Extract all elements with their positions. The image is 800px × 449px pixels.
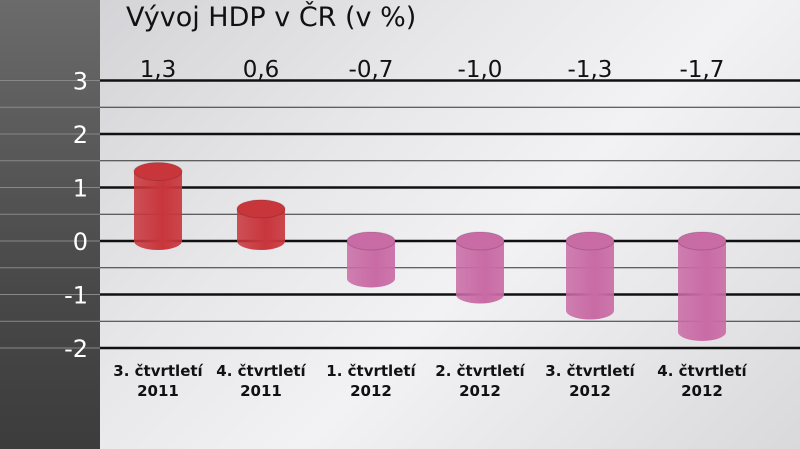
bar <box>237 208 285 250</box>
data-label: -1,0 <box>458 57 503 83</box>
data-label: 1,3 <box>140 57 177 83</box>
x-tick-label: 4. čtvrtletí <box>216 362 306 380</box>
data-label: -0,7 <box>349 57 394 83</box>
data-label: -1,3 <box>568 57 613 83</box>
x-tick-label: 1. čtvrtletí <box>326 362 416 380</box>
x-tick-label-year: 2012 <box>350 382 392 400</box>
x-tick-label-year: 2012 <box>681 382 723 400</box>
y-axis-panel <box>0 0 100 449</box>
bar <box>134 171 182 250</box>
y-tick-label: -2 <box>64 335 88 363</box>
x-tick-label: 2. čtvrtletí <box>435 362 525 380</box>
bar-top <box>565 231 615 251</box>
x-tick-label-year: 2012 <box>569 382 611 400</box>
x-tick-label-year: 2011 <box>137 382 179 400</box>
data-label: 0,6 <box>243 57 280 83</box>
x-tick-label-year: 2011 <box>240 382 282 400</box>
bar-top <box>346 231 396 251</box>
y-tick-label: -1 <box>64 282 88 310</box>
chart-title: Vývoj HDP v ČR (v %) <box>126 2 417 33</box>
x-tick-label: 3. čtvrtletí <box>545 362 635 380</box>
y-tick-label: 2 <box>73 121 88 149</box>
bar-top <box>236 199 286 219</box>
bar <box>347 241 395 288</box>
bar <box>456 241 504 304</box>
y-tick-label: 1 <box>73 175 88 203</box>
y-tick-label: 3 <box>73 68 88 96</box>
bar-top <box>677 231 727 251</box>
x-tick-label-year: 2012 <box>459 382 501 400</box>
x-tick-label: 3. čtvrtletí <box>113 362 203 380</box>
bar <box>678 241 726 341</box>
y-tick-label: 0 <box>73 228 88 256</box>
bar <box>566 241 614 320</box>
bar-top <box>455 231 505 251</box>
data-label: -1,7 <box>680 57 725 83</box>
bar-top <box>133 161 183 181</box>
x-tick-label: 4. čtvrtletí <box>657 362 747 380</box>
